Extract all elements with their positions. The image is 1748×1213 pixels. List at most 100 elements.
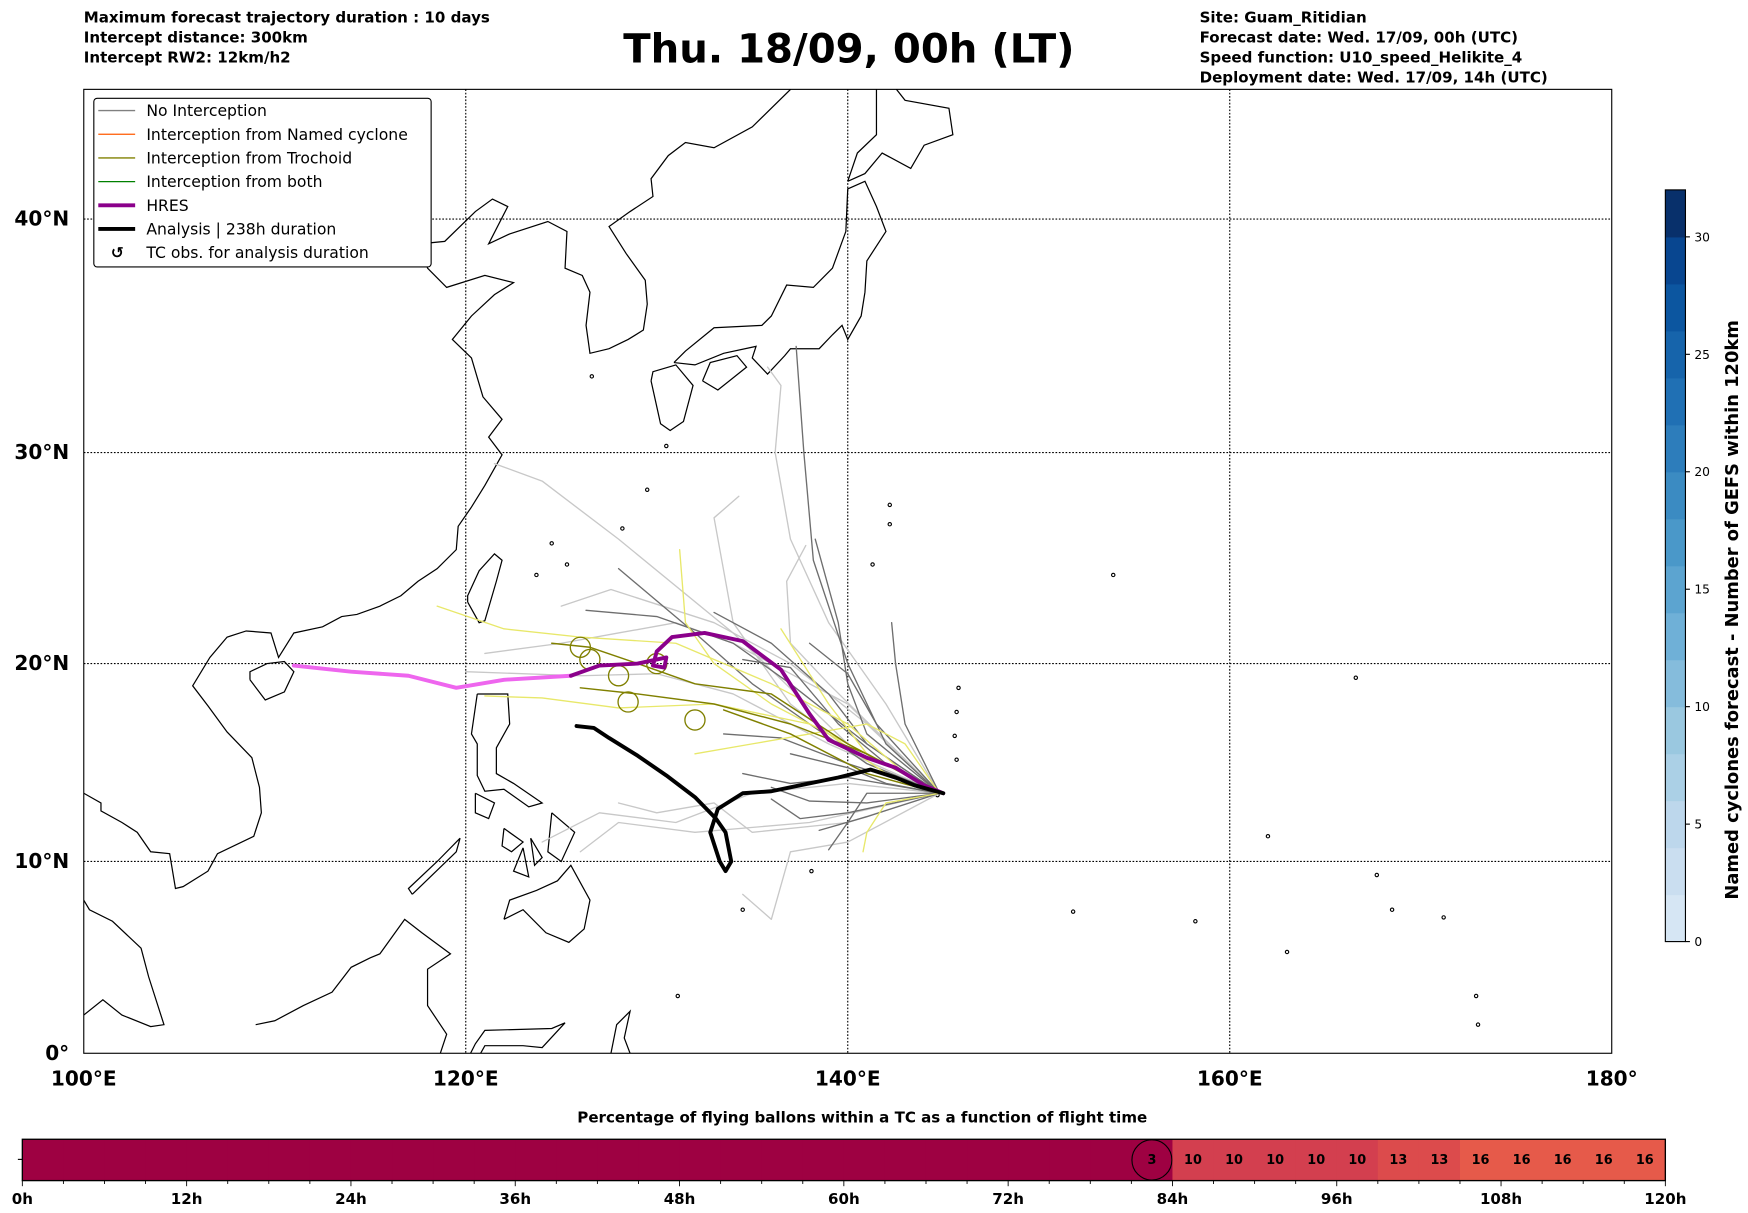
- header-right: Site: Guam_Ritidian Forecast date: Wed. …: [1200, 8, 1548, 86]
- island: [1389, 907, 1395, 912]
- timeline-cell-value: 16: [1636, 1153, 1654, 1168]
- legend-label: Interception from Trochoid: [146, 149, 352, 168]
- lat-label: 20°N: [14, 651, 69, 675]
- colorbar-segment: [1665, 659, 1686, 708]
- legend-item: Interception from Trochoid: [98, 149, 352, 168]
- lat-label: 10°N: [14, 849, 69, 873]
- colorbar-segment: [1665, 847, 1686, 896]
- timeline-tick-label: 84h: [1157, 1190, 1189, 1208]
- timeline-cell: [1049, 1139, 1091, 1181]
- coastlines: [83, 89, 1481, 1054]
- timeline-cell: [761, 1139, 804, 1181]
- trajectory-no-interception: [818, 792, 941, 832]
- timeline-cell: [1172, 1139, 1215, 1181]
- timeline-cell: [104, 1139, 147, 1181]
- timeline-cell: [1090, 1139, 1132, 1181]
- sulawesi-coast: [469, 1022, 566, 1054]
- island: [870, 562, 875, 567]
- taiwan-coast: [467, 553, 503, 624]
- colorbar-tick-label: 20: [1694, 465, 1710, 479]
- legend-label: Interception from Named cyclone: [146, 125, 408, 144]
- intercept-rw2-text: Intercept RW2: 12km/h2: [84, 49, 291, 67]
- kyushu-coast: [650, 364, 694, 432]
- timeline-cell-value: 10: [1307, 1153, 1325, 1168]
- colorbar-segment: [1665, 236, 1686, 285]
- island: [1374, 872, 1380, 878]
- legend-label: Interception from both: [146, 172, 322, 191]
- deployment-date-text: Deployment date: Wed. 17/09, 14h (UTC): [1200, 69, 1548, 87]
- island: [740, 907, 745, 912]
- timeline-cell-value: 10: [1348, 1153, 1366, 1168]
- timeline-tick-label: 36h: [499, 1190, 531, 1208]
- honshu-coast: [673, 180, 887, 375]
- colorbar-segment: [1665, 189, 1686, 238]
- legend-label: HRES: [146, 196, 188, 215]
- lat-axis-labels: 0° 10°N 20°N 30°N 40°N: [14, 207, 69, 1065]
- trajectory-no-interception: [541, 782, 941, 843]
- colorbar-frame: [1664, 189, 1687, 943]
- site-text: Site: Guam_Ritidian: [1200, 8, 1367, 26]
- timeline-cell: [350, 1139, 393, 1181]
- legend-label: Analysis | 238h duration: [146, 220, 336, 239]
- timeline-cell-value: 13: [1389, 1153, 1407, 1168]
- trajectory-no-interception: [789, 753, 941, 794]
- trajectory-no-interception: [770, 786, 941, 804]
- timeline-cell-value: 13: [1431, 1153, 1449, 1168]
- tc-obs-symbol-icon: ↺: [111, 243, 124, 262]
- trajectory-no-interception: [827, 792, 941, 851]
- trajectory-interception-trochoid: [694, 723, 941, 794]
- colorbar-tick-label: 30: [1694, 230, 1710, 244]
- timeline-tick-label: 120h: [1644, 1190, 1686, 1208]
- trajectory-no-interception: [742, 792, 941, 921]
- timeline-tick-label: 12h: [171, 1190, 203, 1208]
- timeline-tick-label: 96h: [1321, 1190, 1353, 1208]
- colorbar-segment: [1665, 753, 1686, 802]
- timeline-cell-value: 16: [1554, 1153, 1572, 1168]
- lon-label: 180°: [1586, 1067, 1638, 1091]
- timeline-cell: [1008, 1139, 1050, 1181]
- page-title: Thu. 18/09, 00h (LT): [623, 27, 1074, 73]
- lat-label: 40°N: [14, 207, 69, 231]
- island: [675, 993, 680, 999]
- negros-coast: [512, 847, 530, 878]
- island: [887, 502, 893, 508]
- trochoid-loop: [617, 691, 639, 713]
- colorbar-tick-label: 15: [1694, 583, 1710, 597]
- island: [954, 757, 959, 762]
- forecast-date-text: Forecast date: Wed. 17/09, 00h (UTC): [1200, 28, 1519, 46]
- timeline-tick-label: 60h: [828, 1190, 860, 1208]
- timeline-cell: [22, 1139, 64, 1181]
- timeline-cell: [1336, 1139, 1379, 1181]
- hres-trajectory: [568, 631, 946, 796]
- island: [956, 685, 961, 691]
- palawan-coast: [407, 837, 461, 895]
- trajectories: [291, 345, 946, 921]
- timeline-cell: [1418, 1139, 1461, 1181]
- analysis-trajectory: [574, 724, 946, 874]
- timeline-cell: [1501, 1139, 1543, 1181]
- timeline-cell: [679, 1139, 722, 1181]
- mindoro-coast: [474, 792, 496, 820]
- timeline-cell-value: 16: [1472, 1153, 1490, 1168]
- timeline-tick-label: 48h: [664, 1190, 696, 1208]
- island: [1353, 675, 1359, 681]
- timeline-cell-value: 10: [1184, 1153, 1202, 1168]
- hokkaido-coast: [847, 89, 954, 182]
- colorbar-tick-label: 5: [1694, 818, 1702, 832]
- timeline-cell: [925, 1139, 968, 1181]
- timeline-cell: [186, 1139, 229, 1181]
- island: [644, 487, 650, 493]
- island: [1193, 919, 1198, 924]
- island: [620, 526, 625, 531]
- timeline-cell: [1295, 1139, 1338, 1181]
- island: [887, 521, 893, 527]
- timeline-cell-value: 10: [1266, 1153, 1284, 1168]
- panay-coast: [501, 827, 525, 853]
- island: [1111, 572, 1116, 578]
- colorbar-segment: [1665, 518, 1686, 567]
- island: [1475, 1022, 1481, 1027]
- colorbar-segment: [1665, 612, 1686, 661]
- mindanao-coast: [503, 864, 591, 944]
- flight-time-bar: Percentage of flying ballons within a TC…: [12, 1109, 1687, 1209]
- colorbar-tick-label: 0: [1694, 935, 1702, 949]
